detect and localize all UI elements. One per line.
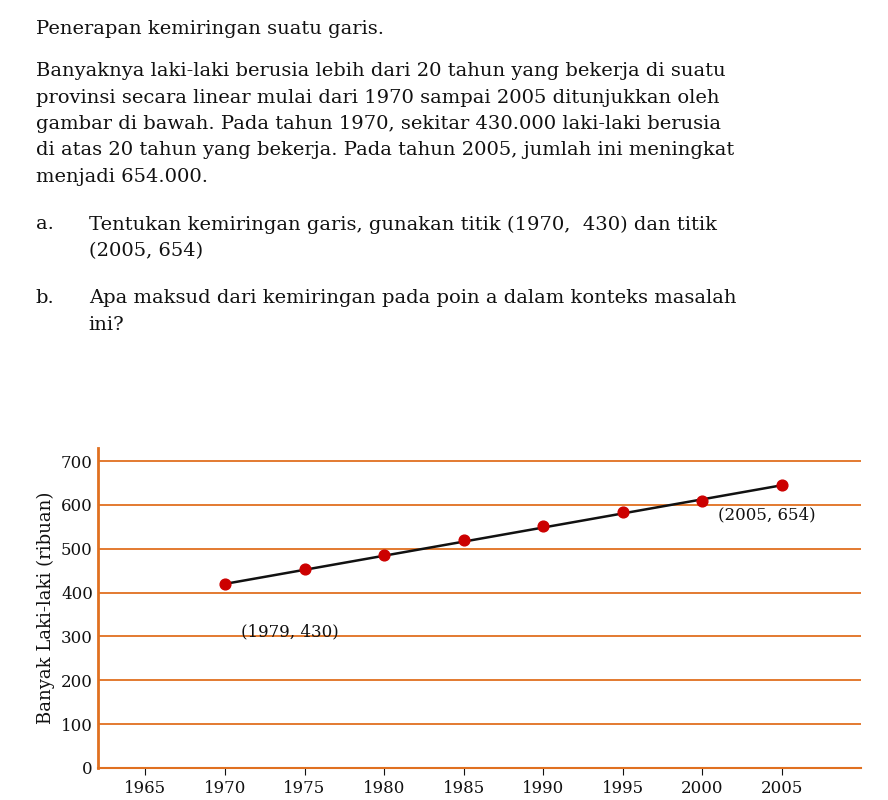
- Point: [218, 578, 232, 590]
- Text: provinsi secara linear mulai dari 1970 sampai 2005 ditunjukkan oleh: provinsi secara linear mulai dari 1970 s…: [36, 89, 719, 106]
- Text: a.: a.: [36, 215, 53, 234]
- Text: Banyaknya laki-laki berusia lebih dari 20 tahun yang bekerja di suatu: Banyaknya laki-laki berusia lebih dari 2…: [36, 62, 725, 80]
- Y-axis label: Banyak Laki-laki (ribuan): Banyak Laki-laki (ribuan): [37, 492, 55, 724]
- Text: di atas 20 tahun yang bekerja. Pada tahun 2005, jumlah ini meningkat: di atas 20 tahun yang bekerja. Pada tahu…: [36, 142, 733, 159]
- Text: gambar di bawah. Pada tahun 1970, sekitar 430.000 laki-laki berusia: gambar di bawah. Pada tahun 1970, sekita…: [36, 115, 720, 133]
- Point: [297, 562, 312, 575]
- Point: [695, 494, 710, 507]
- Text: (2005, 654): (2005, 654): [89, 242, 203, 260]
- Point: [536, 519, 551, 532]
- Text: ini?: ini?: [89, 316, 124, 334]
- Point: [615, 506, 630, 519]
- Text: menjadi 654.000.: menjadi 654.000.: [36, 168, 208, 186]
- Text: (2005, 654): (2005, 654): [718, 506, 816, 524]
- Text: Penerapan kemiringan suatu garis.: Penerapan kemiringan suatu garis.: [36, 20, 384, 38]
- Text: Tentukan kemiringan garis, gunakan titik (1970,  430) dan titik: Tentukan kemiringan garis, gunakan titik…: [89, 215, 717, 234]
- Text: Apa maksud dari kemiringan pada poin a dalam konteks masalah: Apa maksud dari kemiringan pada poin a d…: [89, 290, 736, 307]
- Point: [377, 548, 391, 561]
- Text: (1979, 430): (1979, 430): [241, 623, 338, 640]
- Text: b.: b.: [36, 290, 54, 307]
- Point: [456, 534, 471, 546]
- Point: [774, 479, 789, 492]
